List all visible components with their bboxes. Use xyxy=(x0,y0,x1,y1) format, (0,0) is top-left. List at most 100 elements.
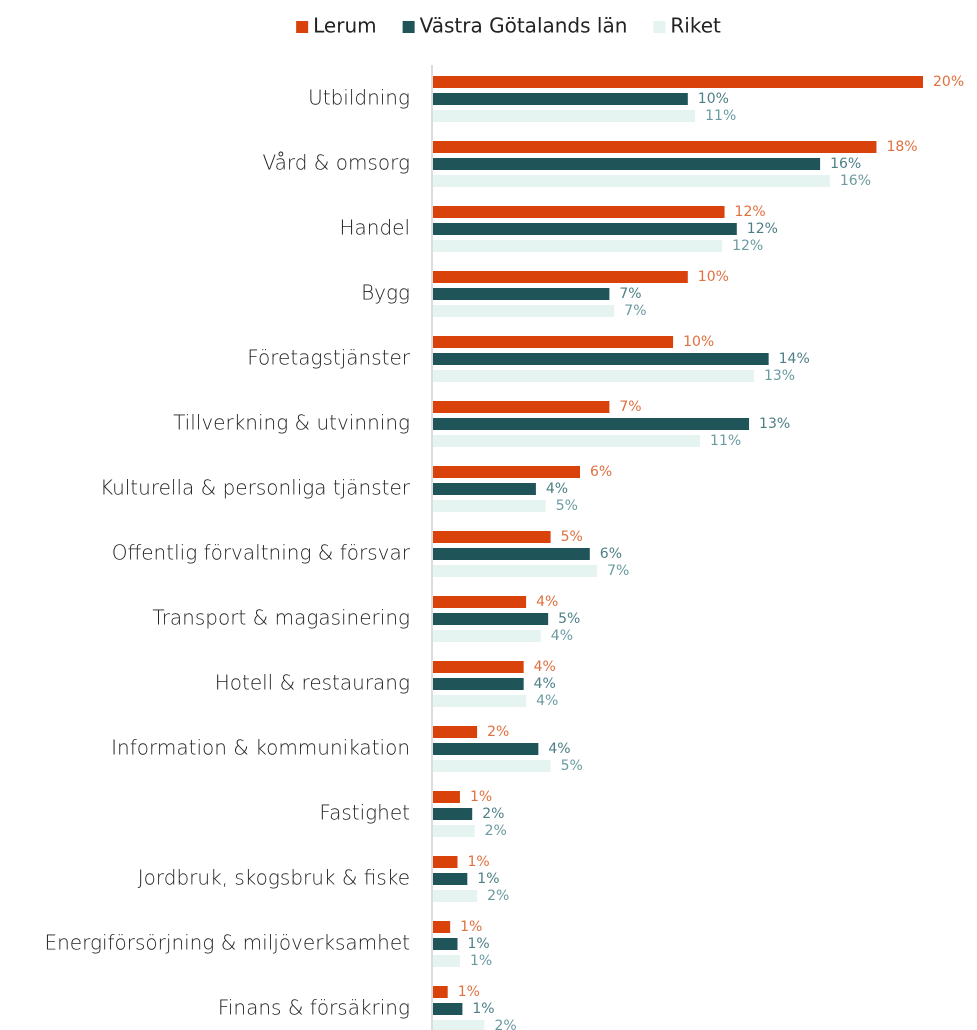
bar xyxy=(433,500,546,512)
value-label: 2% xyxy=(482,806,504,822)
value-label: 6% xyxy=(590,464,612,480)
bar xyxy=(433,206,725,218)
category-label: Jordbruk, skogsbruk & fiske xyxy=(138,866,410,890)
category-label: Fastighet xyxy=(319,801,410,825)
legend-swatch xyxy=(296,21,309,33)
bar xyxy=(433,76,923,88)
value-label: 1% xyxy=(477,871,499,887)
value-label: 1% xyxy=(460,919,482,935)
value-label: 4% xyxy=(534,659,556,675)
bar xyxy=(433,1003,463,1015)
bar xyxy=(433,791,460,803)
category-label: Bygg xyxy=(361,281,410,305)
category-label: Information & kommunikation xyxy=(111,736,410,760)
bar xyxy=(433,921,451,933)
bar xyxy=(433,110,696,122)
value-label: 12% xyxy=(747,221,778,237)
value-label: 5% xyxy=(556,498,578,514)
legend-label: Riket xyxy=(670,14,721,38)
value-label: 1% xyxy=(458,984,480,1000)
value-label: 4% xyxy=(546,481,568,497)
category-label: Kulturella & personliga tjänster xyxy=(100,476,411,500)
value-label: 4% xyxy=(534,676,556,692)
bar xyxy=(433,141,877,153)
bar xyxy=(433,353,769,365)
value-label: 5% xyxy=(561,758,583,774)
value-label: 12% xyxy=(735,204,766,220)
category-label: Vård & omsorg xyxy=(262,151,410,175)
bar xyxy=(433,401,610,413)
bar xyxy=(433,856,458,868)
value-label: 7% xyxy=(624,303,646,319)
bar xyxy=(433,288,610,300)
bar xyxy=(433,760,551,772)
value-label: 20% xyxy=(933,74,964,90)
bar xyxy=(433,938,458,950)
bar xyxy=(433,336,674,348)
category-label: Energiförsörjning & miljöverksamhet xyxy=(44,931,410,955)
bar xyxy=(433,531,551,543)
bar xyxy=(433,825,475,837)
bar xyxy=(433,678,524,690)
legend-swatch xyxy=(402,21,415,33)
bar xyxy=(433,808,473,820)
bar xyxy=(433,305,615,317)
value-label: 4% xyxy=(551,628,573,644)
bar xyxy=(433,890,478,902)
value-label: 10% xyxy=(698,269,729,285)
bar xyxy=(433,695,527,707)
value-label: 1% xyxy=(468,936,490,952)
bar xyxy=(433,565,598,577)
category-label: Företagstjänster xyxy=(247,346,411,370)
bar xyxy=(433,240,723,252)
bar xyxy=(433,271,688,283)
value-label: 5% xyxy=(561,529,583,545)
bar xyxy=(433,661,524,673)
value-label: 2% xyxy=(485,823,507,839)
bar xyxy=(433,175,830,187)
value-label: 2% xyxy=(494,1018,516,1030)
category-label: Tillverkning & utvinning xyxy=(173,411,410,435)
value-label: 2% xyxy=(487,724,509,740)
value-label: 1% xyxy=(470,789,492,805)
category-label: Handel xyxy=(339,216,410,240)
bar xyxy=(433,986,448,998)
bar xyxy=(433,596,527,608)
bar xyxy=(433,548,590,560)
bar xyxy=(433,483,536,495)
bar xyxy=(433,630,541,642)
legend-swatch xyxy=(653,21,666,33)
bar xyxy=(433,223,737,235)
value-label: 13% xyxy=(764,368,795,384)
bar xyxy=(433,1020,485,1030)
value-label: 18% xyxy=(886,139,917,155)
value-label: 7% xyxy=(607,563,629,579)
value-label: 12% xyxy=(732,238,763,254)
category-label: Hotell & restaurang xyxy=(215,671,410,695)
value-label: 4% xyxy=(536,594,558,610)
category-label: Offentlig förvaltning & försvar xyxy=(112,541,411,565)
value-label: 1% xyxy=(468,854,490,870)
value-label: 13% xyxy=(759,416,790,432)
bar xyxy=(433,93,688,105)
value-label: 1% xyxy=(472,1001,494,1017)
value-label: 10% xyxy=(683,334,714,350)
legend-label: Västra Götalands län xyxy=(420,14,628,38)
value-label: 16% xyxy=(840,173,871,189)
value-label: 5% xyxy=(558,611,580,627)
category-label: Finans & försäkring xyxy=(218,996,410,1020)
value-label: 16% xyxy=(830,156,861,172)
bar xyxy=(433,418,750,430)
value-label: 7% xyxy=(619,286,641,302)
value-label: 6% xyxy=(600,546,622,562)
bar xyxy=(433,955,460,967)
value-label: 11% xyxy=(705,108,736,124)
value-label: 4% xyxy=(548,741,570,757)
bar xyxy=(433,466,580,478)
value-label: 1% xyxy=(470,953,492,969)
bar xyxy=(433,743,539,755)
bar xyxy=(433,613,549,625)
bar xyxy=(433,435,701,447)
category-label: Utbildning xyxy=(308,86,410,110)
